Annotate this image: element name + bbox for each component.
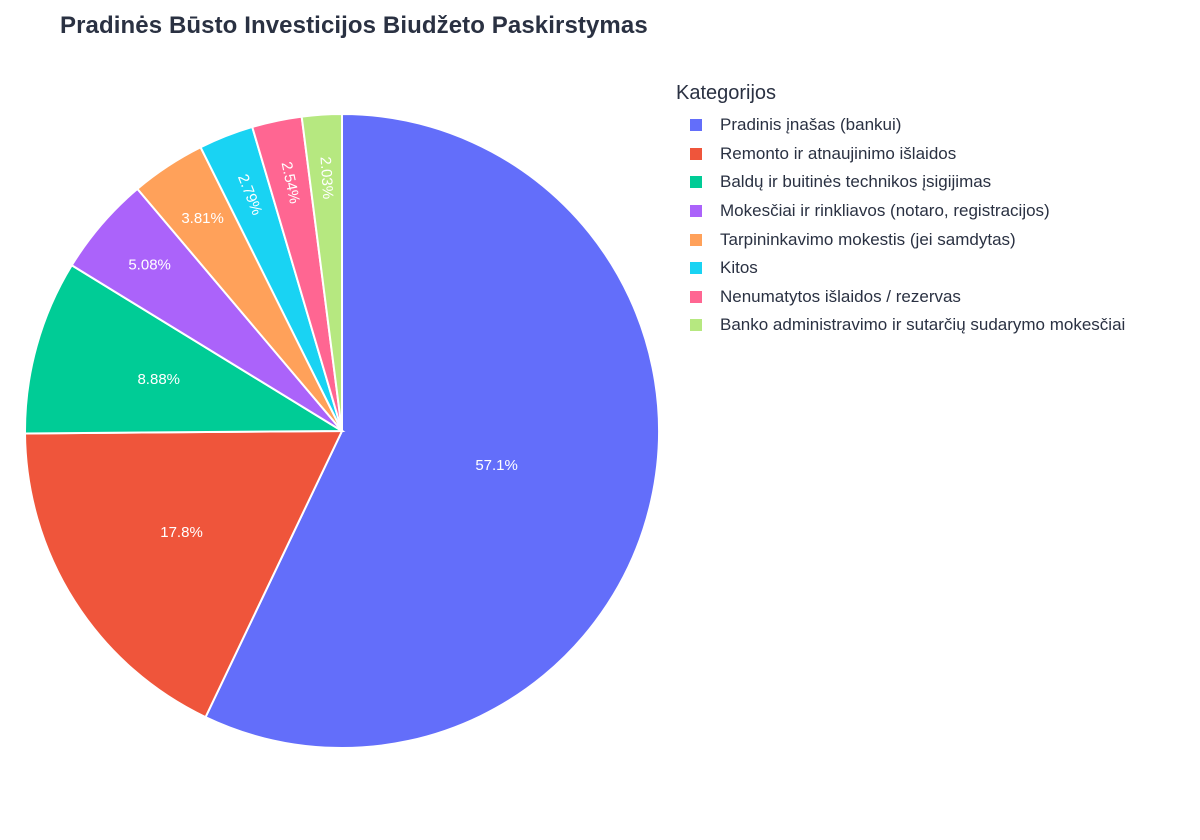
pie-slices bbox=[24, 112, 660, 749]
pie-slice[interactable] bbox=[300, 112, 343, 432]
legend-swatch-icon bbox=[690, 147, 702, 160]
slice-percent-label: 2.03% bbox=[317, 156, 337, 200]
legend-label: Nenumatytos išlaidos / rezervas bbox=[720, 286, 961, 306]
legend-item[interactable]: Banko administravimo ir sutarčių sudarym… bbox=[690, 311, 1125, 340]
legend-swatch-icon bbox=[690, 262, 702, 275]
legend-swatch-icon bbox=[690, 119, 702, 132]
legend-item[interactable]: Tarpininkavimo mokestis (jei samdytas) bbox=[690, 225, 1125, 254]
pie-slice[interactable] bbox=[24, 263, 346, 435]
slice-percent-label: 57.1% bbox=[475, 457, 518, 474]
legend-swatch-icon bbox=[690, 176, 702, 189]
legend-item[interactable]: Mokesčiai ir rinkliavos (notaro, registr… bbox=[690, 197, 1125, 226]
pie-slice[interactable] bbox=[24, 429, 344, 719]
legend-item[interactable]: Baldų ir buitinės technikos įsigijimas bbox=[690, 168, 1125, 197]
slice-percent-label: 3.81% bbox=[181, 210, 224, 227]
legend-swatch-icon bbox=[690, 319, 702, 332]
slice-percent-label: 8.88% bbox=[137, 371, 180, 388]
legend-swatch-icon bbox=[690, 205, 702, 218]
legend-label: Mokesčiai ir rinkliavos (notaro, registr… bbox=[720, 201, 1050, 221]
pie-slice[interactable] bbox=[204, 112, 660, 749]
legend-label: Tarpininkavimo mokestis (jei samdytas) bbox=[720, 229, 1016, 249]
slice-percent-label: 5.08% bbox=[128, 257, 171, 274]
slice-percent-label: 17.8% bbox=[160, 524, 203, 541]
legend: Kategorijos Pradinis įnašas (bankui) Rem… bbox=[676, 82, 1125, 340]
legend-label: Kitos bbox=[720, 258, 758, 278]
legend-item[interactable]: Pradinis įnašas (bankui) bbox=[690, 111, 1125, 140]
legend-label: Baldų ir buitinės technikos įsigijimas bbox=[720, 172, 992, 192]
legend-swatch-icon bbox=[690, 233, 702, 246]
legend-label: Remonto ir atnaujinimo išlaidos bbox=[720, 143, 957, 163]
chart-title: Pradinės Būsto Investicijos Biudžeto Pas… bbox=[60, 12, 648, 39]
legend-label: Pradinis įnašas (bankui) bbox=[720, 115, 902, 135]
legend-label: Banko administravimo ir sutarčių sudarym… bbox=[720, 315, 1126, 335]
legend-swatch-icon bbox=[690, 290, 702, 303]
legend-title: Kategorijos bbox=[676, 82, 777, 104]
legend-item[interactable]: Kitos bbox=[690, 254, 1125, 283]
legend-item[interactable]: Nenumatytos išlaidos / rezervas bbox=[690, 283, 1125, 312]
legend-item[interactable]: Remonto ir atnaujinimo išlaidos bbox=[690, 140, 1125, 169]
